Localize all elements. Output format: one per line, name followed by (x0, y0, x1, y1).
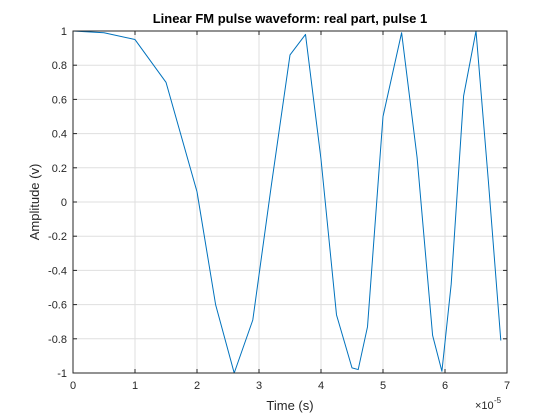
x-tick-label: 1 (132, 380, 138, 392)
y-tick-label: -0.4 (48, 265, 67, 277)
y-tick-label: 0.4 (52, 129, 67, 141)
x-exponent-power: -5 (494, 396, 502, 405)
y-tick-label: 0.8 (52, 60, 67, 72)
y-tick-label: 0 (61, 197, 67, 209)
x-exponent-base: ×10 (475, 400, 494, 412)
x-tick-label: 7 (504, 380, 510, 392)
y-tick-label: -0.6 (48, 300, 67, 312)
x-tick-labels: 0 1 2 3 4 5 6 7 (70, 380, 510, 392)
series-layer (72, 30, 502, 374)
x-tick-label: 6 (442, 380, 448, 392)
series-line (72, 30, 502, 374)
x-axis-label: Time (s) (266, 398, 313, 413)
y-tick-label: -1 (57, 368, 67, 380)
x-tick-label: 3 (256, 380, 262, 392)
y-tick-label: 0.2 (52, 163, 67, 175)
y-tick-label: -0.2 (48, 231, 67, 243)
chart-title: Linear FM pulse waveform: real part, pul… (153, 11, 428, 26)
y-tick-label: 1 (61, 26, 67, 38)
y-tick-labels: -1 -0.8 -0.6 -0.4 -0.2 0 0.2 0.4 0.6 0.8 1 (48, 26, 67, 380)
y-axis-label: Amplitude (v) (27, 164, 42, 241)
x-tick-label: 5 (380, 380, 386, 392)
y-tick-label: -0.8 (48, 334, 67, 346)
x-tick-label: 2 (194, 380, 200, 392)
tick-marks (72, 30, 508, 374)
y-tick-label: 0.6 (52, 94, 67, 106)
x-tick-label: 0 (70, 380, 76, 392)
x-tick-label: 4 (318, 380, 324, 392)
